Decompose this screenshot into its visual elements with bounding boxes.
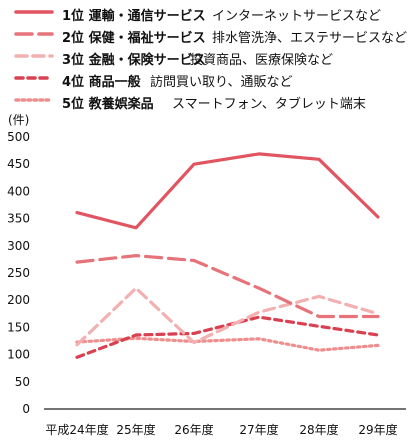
legend-rank-label: 4位 商品一般	[62, 75, 141, 90]
series-line-1	[75, 152, 380, 230]
legend-description: インターネットサービスなど	[212, 9, 382, 24]
y-tick-label: 250	[7, 266, 30, 280]
y-tick-label: 200	[7, 293, 30, 307]
legend-item: 2位 保健・福祉サービス 排水管洗浄、エステサービスなど	[0, 24, 414, 46]
series-line-3	[75, 286, 380, 347]
y-axis-unit-label: (件)	[8, 113, 29, 127]
y-tick-label: 150	[7, 320, 30, 334]
x-tick-label: 平成24年度	[45, 422, 108, 437]
y-tick-label: 350	[7, 212, 30, 226]
legend-rank-label: 5位 教養娯楽品	[62, 97, 154, 112]
series-line-2	[75, 254, 380, 319]
legend-item: 4位 商品一般 訪問買い取り、通販など	[0, 68, 414, 90]
legend-swatch	[14, 76, 54, 80]
legend: 1位 運輸・通信サービス インターネットサービスなど 2位 保健・福祉サービス 排水管…	[0, 2, 414, 112]
legend-swatch	[14, 32, 54, 36]
legend-description: 訪問買い取り、通販など	[150, 75, 293, 90]
x-tick-label: 27年度	[239, 422, 278, 437]
legend-rank-label: 3位 金融・保険サービス	[62, 53, 206, 68]
y-tick-label: 400	[7, 184, 30, 198]
legend-item: 5位 教養娯楽品 スマートフォン、タブレット端末	[0, 90, 414, 112]
legend-description: 投資商品、医療保険など	[190, 53, 334, 68]
legend-description: スマートフォン、タブレット端末	[172, 97, 366, 112]
legend-swatch	[14, 10, 54, 14]
x-tick-label: 28年度	[299, 422, 338, 437]
legend-item: 3位 金融・保険サービス 投資商品、医療保険など	[0, 46, 414, 68]
x-tick-label: 29年度	[358, 422, 397, 437]
y-tick-label: 100	[7, 348, 30, 362]
y-tick-label: 500	[7, 130, 30, 144]
legend-swatch	[14, 54, 54, 58]
y-tick-label: 300	[7, 239, 30, 253]
y-tick-label: 450	[7, 157, 30, 171]
x-tick-label: 26年度	[174, 422, 213, 437]
y-tick-label: 50	[15, 375, 30, 389]
series-line-4	[75, 315, 380, 359]
legend-item: 1位 運輸・通信サービス インターネットサービスなど	[0, 2, 414, 24]
legend-description: 排水管洗浄、エステサービスなど	[212, 31, 408, 46]
x-tick-label: 25年度	[116, 422, 155, 437]
y-tick-label: 0	[22, 402, 30, 416]
legend-swatch	[14, 98, 54, 102]
legend-rank-label: 1位 運輸・通信サービス	[62, 9, 206, 24]
legend-rank-label: 2位 保健・福祉サービス	[62, 31, 206, 46]
